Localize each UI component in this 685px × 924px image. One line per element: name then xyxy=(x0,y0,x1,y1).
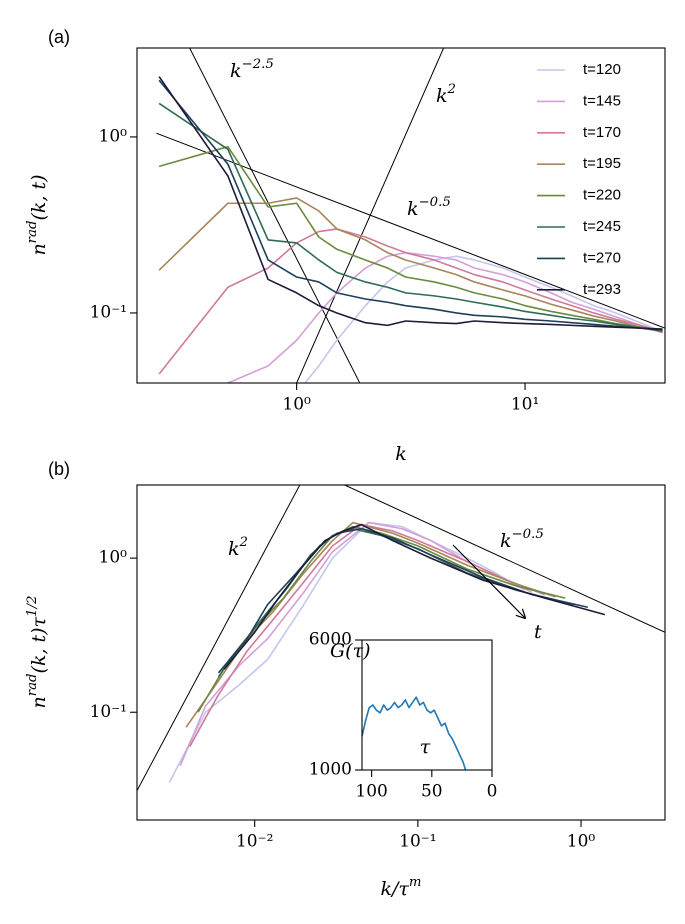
y-tick-label: 10⁻¹ xyxy=(90,702,127,722)
x-axis-label: k/τm xyxy=(380,875,421,900)
ref-label: k2 xyxy=(228,535,248,560)
arrow-label: t xyxy=(534,621,542,643)
x-tick-label: 10⁻² xyxy=(236,832,273,852)
x-axis-label: k xyxy=(395,443,407,465)
label-part: k xyxy=(407,198,419,220)
ref-label: k2 xyxy=(436,82,456,107)
legend-label: t=245 xyxy=(583,218,621,235)
ref-label: k−0.5 xyxy=(407,195,451,220)
inset-y-label: G(τ) xyxy=(330,640,371,662)
axes-frame xyxy=(361,639,493,771)
series-line xyxy=(189,523,546,747)
y-axis-label: nrad(k, t) xyxy=(25,174,50,255)
panel-b: 10⁻² 10⁻¹ 10⁰ 10⁻¹ 10⁰ xyxy=(90,484,666,852)
legend-label: t=293 xyxy=(583,281,621,298)
label-part: k xyxy=(230,60,242,82)
label-part: −2.5 xyxy=(242,57,274,72)
x-tick-label: 10⁰ xyxy=(567,832,596,852)
legend-label: t=120 xyxy=(583,61,621,78)
panel-a: 10⁰ 10¹ 10⁻¹ 10⁰ t=120 t=145 t=170 t=195 t=220 t=… xyxy=(90,47,666,415)
y-tick-label: 1000 xyxy=(309,760,352,780)
legend-label: t=270 xyxy=(583,249,621,266)
label-part: τ xyxy=(420,736,431,758)
label-part: n xyxy=(28,696,50,708)
inset-x-label: τ xyxy=(420,736,431,758)
x-tick-label: 10⁻¹ xyxy=(399,832,436,852)
label-part: k xyxy=(228,538,240,560)
y-tick-label: 10⁻¹ xyxy=(90,302,127,322)
label-part: 2 xyxy=(447,82,456,97)
label-part: −0.5 xyxy=(512,527,544,542)
label-part: k/τ xyxy=(380,878,409,900)
label-part: 1/2 xyxy=(25,595,40,616)
series-line xyxy=(168,521,525,783)
label-part: (k, t) xyxy=(28,174,50,220)
label-part: k xyxy=(395,443,407,465)
plot-area xyxy=(362,696,467,770)
reference-line xyxy=(137,485,301,791)
legend-label: t=195 xyxy=(583,155,621,172)
x-tick-label: 10¹ xyxy=(511,395,539,415)
legend-label: t=220 xyxy=(583,187,621,204)
y-tick-label: 10⁰ xyxy=(99,548,128,568)
inset: 100 50 0 1000 6000 xyxy=(309,630,498,802)
series-line xyxy=(223,523,606,670)
label-part: −0.5 xyxy=(419,195,451,210)
series-line xyxy=(158,76,663,330)
y-tick-label: 6000 xyxy=(309,630,352,650)
reference-line xyxy=(344,485,665,633)
series-line xyxy=(158,228,663,375)
series-line xyxy=(158,79,663,331)
series-line xyxy=(362,696,467,770)
series-line xyxy=(226,251,663,383)
plot-area xyxy=(137,485,665,791)
label-part: m xyxy=(409,875,422,890)
x-tick-label: 50 xyxy=(421,782,443,802)
legend-label: t=170 xyxy=(583,124,621,141)
label-part: 2 xyxy=(239,535,248,550)
ref-label: k−2.5 xyxy=(230,57,274,82)
plot-area xyxy=(156,48,665,383)
ref-label: k−0.5 xyxy=(500,527,544,552)
axes-frame xyxy=(136,47,666,384)
series-line xyxy=(158,197,663,333)
series-line xyxy=(158,145,663,332)
legend-label: t=145 xyxy=(583,92,621,109)
x-tick-label: 100 xyxy=(355,782,387,802)
label-part: G(τ) xyxy=(330,640,371,662)
time-arrow xyxy=(452,544,525,618)
x-tick-label: 10⁰ xyxy=(282,395,311,415)
reference-line xyxy=(189,48,361,383)
label-part: n xyxy=(28,243,50,255)
label-part: k xyxy=(500,530,512,552)
y-axis-label: nrad(k, t)τ1/2 xyxy=(25,595,50,708)
series-line xyxy=(217,527,588,674)
label-part: rad xyxy=(25,221,40,244)
label-part: (k, t)τ xyxy=(28,616,50,673)
series-line xyxy=(158,102,663,332)
label-part: k xyxy=(436,85,448,107)
label-part: rad xyxy=(25,673,40,696)
panel-label: (b) xyxy=(48,459,70,479)
panel-label: (a) xyxy=(48,27,70,47)
y-tick-label: 10⁰ xyxy=(99,126,128,146)
x-tick-label: 0 xyxy=(487,782,498,802)
axes-frame xyxy=(136,484,666,821)
